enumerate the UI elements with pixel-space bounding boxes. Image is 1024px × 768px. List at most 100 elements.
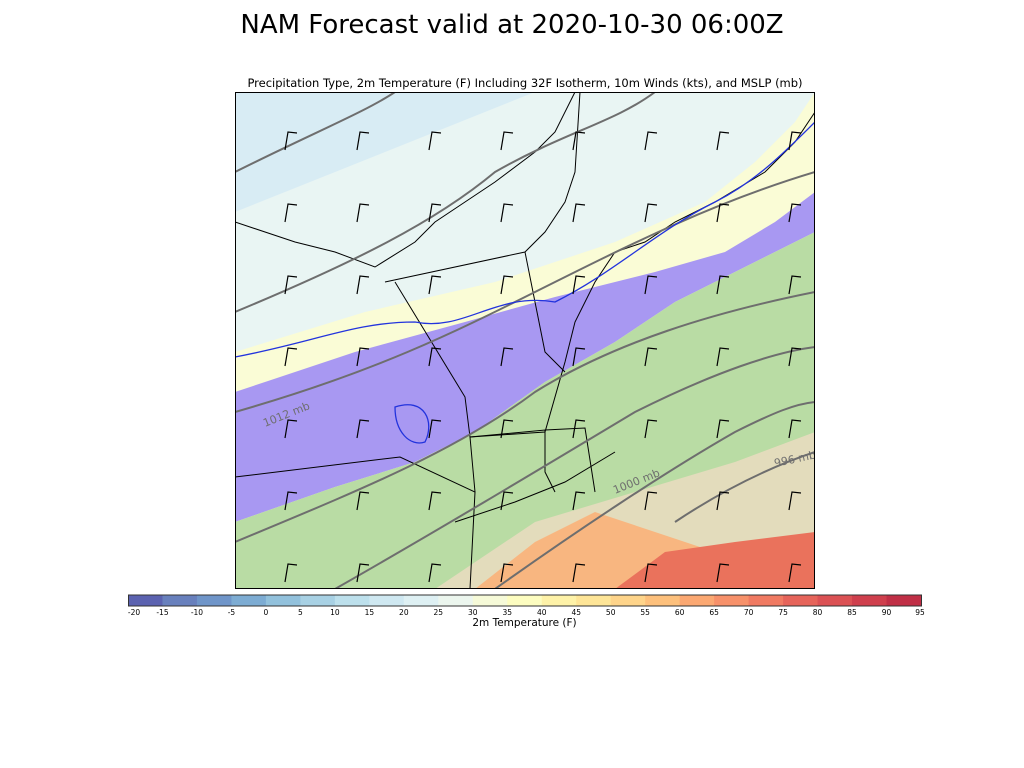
colorbar-tick-label: -10 — [191, 608, 203, 616]
colorbar-bin — [128, 595, 163, 606]
colorbar-tick-label: 55 — [640, 608, 650, 616]
colorbar-tick-label: -5 — [228, 608, 236, 616]
wind-barb — [716, 491, 730, 511]
colorbar-bin — [576, 595, 612, 606]
colorbar-tick-label: 15 — [365, 608, 375, 616]
wind-barb — [284, 419, 298, 439]
colorbar-tick-label: 85 — [847, 608, 857, 616]
wind-barb — [356, 563, 370, 583]
map-subtitle: Precipitation Type, 2m Temperature (F) I… — [247, 76, 803, 90]
wind-barb — [356, 203, 370, 223]
wind-barb — [716, 347, 730, 367]
red-region — [615, 532, 815, 589]
colorbar-tick-label: 75 — [778, 608, 788, 616]
wind-barb — [284, 563, 298, 583]
wind-barb — [788, 563, 802, 583]
wind-barb — [572, 347, 586, 367]
colorbar-frame — [128, 594, 922, 607]
colorbar-tick-label: 25 — [434, 608, 444, 616]
state-borders — [235, 92, 815, 589]
colorbar-tick-label: 40 — [537, 608, 547, 616]
wind-barb — [572, 203, 586, 223]
colorbar-bin — [610, 595, 646, 606]
wind-barb — [572, 275, 586, 295]
colorbar-label: 2m Temperature (F) — [472, 617, 577, 629]
colorbar-bin — [438, 595, 474, 606]
wind-barb — [788, 347, 802, 367]
wind-barb — [644, 347, 658, 367]
wind-barb — [428, 419, 442, 439]
wind-barb — [284, 275, 298, 295]
colorbar-tick-label: 5 — [298, 608, 303, 616]
colorbar-tick-label: 30 — [468, 608, 478, 616]
colorbar-tick-label: -20 — [128, 608, 140, 616]
wind-barbs — [284, 131, 802, 583]
colorbar-bin — [334, 595, 370, 606]
colorbar-tick-label: -15 — [156, 608, 168, 616]
wind-barb — [356, 347, 370, 367]
wind-barb — [428, 131, 442, 151]
wind-barb — [716, 419, 730, 439]
wind-barb — [356, 131, 370, 151]
wind-barb — [644, 203, 658, 223]
wind-barb — [284, 491, 298, 511]
wind-barb — [284, 203, 298, 223]
colorbar-bin — [541, 595, 577, 606]
colorbar-bin — [783, 595, 819, 606]
forecast-map: 1012 mb 1000 mb 996 mb — [235, 92, 815, 589]
colorbar-bin — [300, 595, 336, 606]
snow-region — [235, 192, 815, 522]
wind-barb — [716, 203, 730, 223]
colorbar-tick-label: 65 — [709, 608, 719, 616]
colorbar-bin — [265, 595, 301, 606]
wind-barb — [500, 563, 514, 583]
colorbar-tick-label: 95 — [915, 608, 925, 616]
colorbar-tick-label: 20 — [399, 608, 409, 616]
wind-barb — [428, 563, 442, 583]
wind-barb — [644, 491, 658, 511]
wind-barb — [788, 491, 802, 511]
wind-barb — [788, 131, 802, 151]
wind-barb — [428, 275, 442, 295]
wind-barb — [716, 275, 730, 295]
wind-barb — [572, 131, 586, 151]
colorbar-bin — [507, 595, 543, 606]
32f-isotherm — [235, 121, 815, 444]
colorbar-bin — [196, 595, 232, 606]
wind-barb — [284, 347, 298, 367]
map-frame — [235, 92, 815, 589]
wind-barb — [788, 419, 802, 439]
colorbar-bin — [817, 595, 853, 606]
colorbar-bin — [403, 595, 439, 606]
wind-barb — [428, 203, 442, 223]
wind-barb — [500, 347, 514, 367]
wind-barb — [788, 275, 802, 295]
colorbar-bin — [714, 595, 750, 606]
colorbar-bin — [162, 595, 198, 606]
colorbar-bin — [231, 595, 267, 606]
wind-barb — [500, 491, 514, 511]
wind-barb — [716, 563, 730, 583]
wind-barb — [500, 131, 514, 151]
colorbar-tick-label: 35 — [502, 608, 512, 616]
wind-barb — [788, 203, 802, 223]
colorbar-tick-label: 0 — [264, 608, 269, 616]
wind-barb — [500, 419, 514, 439]
wind-barb — [644, 419, 658, 439]
wind-barb — [356, 419, 370, 439]
wind-barb — [572, 419, 586, 439]
wind-barb — [644, 131, 658, 151]
colorbar-tick-label: 45 — [571, 608, 581, 616]
colorbar: -20 -15 -10 -5 0 5 10 15 20 25 30 35 40 45 50 55 60 65 70 7… — [128, 594, 925, 616]
colorbar-tick-label: 80 — [813, 608, 823, 616]
colorbar-tick-label: 60 — [675, 608, 685, 616]
isobars — [235, 92, 815, 589]
colorbar-bin — [369, 595, 405, 606]
wind-barb — [572, 491, 586, 511]
wind-barb — [644, 275, 658, 295]
wind-barb — [428, 491, 442, 511]
colorbar-bin — [645, 595, 681, 606]
wind-barb — [500, 203, 514, 223]
wind-barb — [428, 347, 442, 367]
colorbar-bin — [748, 595, 784, 606]
